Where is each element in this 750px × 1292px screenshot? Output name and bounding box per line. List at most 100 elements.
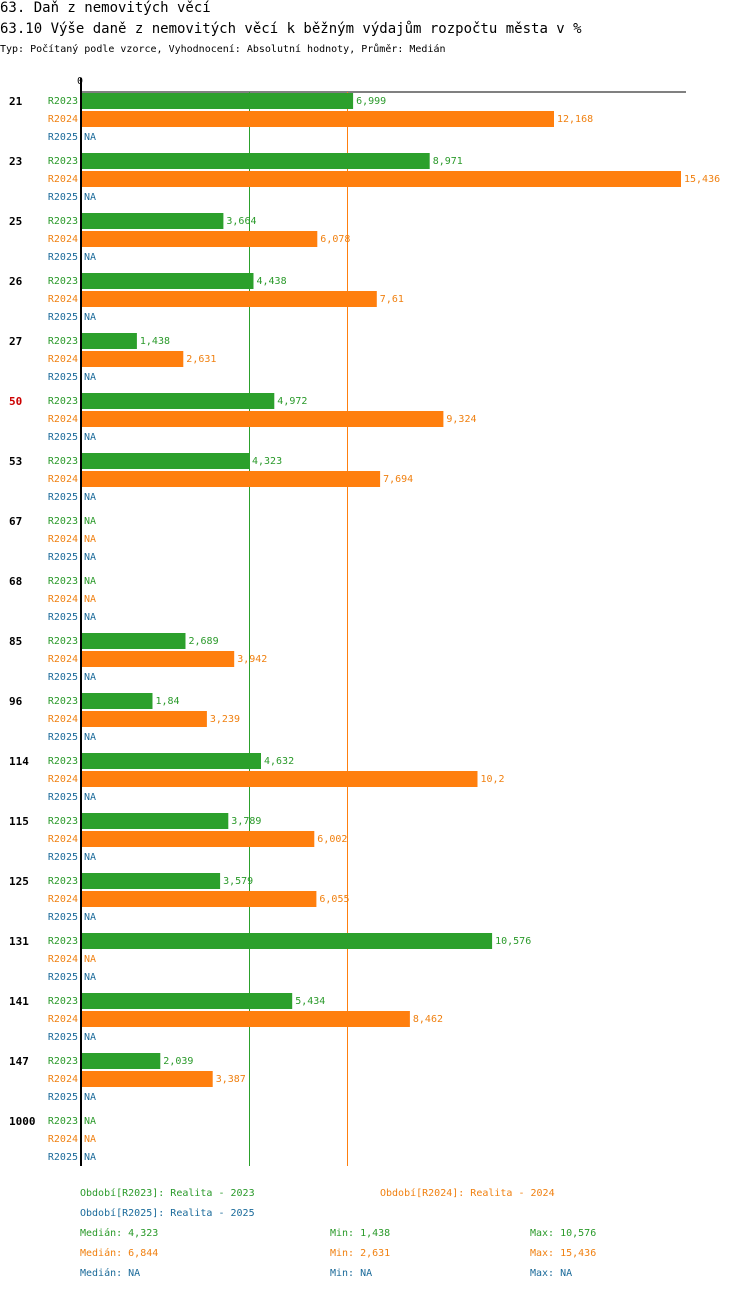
- bar-r2024: [81, 711, 207, 727]
- bar-r2023: [81, 153, 430, 169]
- data-label: 2,631: [186, 354, 216, 365]
- series-label: R2023: [48, 636, 78, 647]
- series-label: R2024: [48, 114, 78, 125]
- category-label: 21: [9, 95, 23, 108]
- data-label: 9,324: [446, 414, 476, 425]
- series-label: R2025: [48, 1032, 78, 1043]
- data-label: 8,462: [413, 1014, 443, 1025]
- data-label: 4,632: [264, 756, 294, 767]
- data-label: 6,999: [356, 96, 386, 107]
- data-label: NA: [84, 372, 96, 383]
- series-label: R2025: [48, 1092, 78, 1103]
- series-label: R2023: [48, 1056, 78, 1067]
- bar-r2024: [81, 351, 184, 367]
- data-label: 4,323: [252, 456, 282, 467]
- stat-max-r2025: Max: NA: [530, 1268, 573, 1279]
- bar-r2023: [81, 693, 153, 709]
- data-label: 1,438: [140, 336, 170, 347]
- legend-r2023: Období[R2023]: Realita - 2023: [80, 1188, 255, 1199]
- category-label: 68: [9, 575, 22, 588]
- bar-r2024: [81, 771, 478, 787]
- series-label: R2025: [48, 372, 78, 383]
- series-label: R2025: [48, 192, 78, 203]
- series-label: R2024: [48, 354, 78, 365]
- series-label: R2023: [48, 756, 78, 767]
- data-label: 12,168: [557, 114, 593, 125]
- data-label: 2,689: [189, 636, 219, 647]
- data-label: 7,694: [383, 474, 413, 485]
- category-label: 25: [9, 215, 22, 228]
- bar-r2024: [81, 171, 681, 187]
- data-label: NA: [84, 312, 96, 323]
- data-label: NA: [84, 534, 96, 545]
- series-label: R2025: [48, 972, 78, 983]
- series-label: R2025: [48, 492, 78, 503]
- category-label: 23: [9, 155, 22, 168]
- category-label: 114: [9, 755, 29, 768]
- series-label: R2023: [48, 396, 78, 407]
- series-label: R2025: [48, 432, 78, 443]
- data-label: NA: [84, 492, 96, 503]
- data-label: NA: [84, 1032, 96, 1043]
- series-label: R2024: [48, 894, 78, 905]
- bar-r2023: [81, 93, 354, 109]
- series-label: R2024: [48, 774, 78, 785]
- data-label: 8,971: [433, 156, 463, 167]
- bar-r2023: [81, 753, 261, 769]
- series-label: R2024: [48, 834, 78, 845]
- chart-type-line: Typ: Počítaný podle vzorce, Vyhodnocení:…: [0, 44, 446, 55]
- data-label: NA: [84, 732, 96, 743]
- series-label: R2023: [48, 516, 78, 527]
- data-label: NA: [84, 516, 96, 527]
- series-label: R2025: [48, 1152, 78, 1163]
- series-label: R2024: [48, 534, 78, 545]
- data-label: NA: [84, 912, 96, 923]
- data-label: NA: [84, 594, 96, 605]
- data-label: NA: [84, 132, 96, 143]
- series-label: R2024: [48, 1074, 78, 1085]
- category-label: 131: [9, 935, 29, 948]
- bar-r2024: [81, 1011, 410, 1027]
- series-label: R2023: [48, 576, 78, 587]
- bar-r2023: [81, 813, 229, 829]
- data-label: 10,2: [481, 774, 505, 785]
- data-label: NA: [84, 612, 96, 623]
- category-label: 53: [9, 455, 22, 468]
- series-label: R2024: [48, 1134, 78, 1145]
- stat-min-r2024: Min: 2,631: [330, 1248, 391, 1259]
- bar-r2024: [81, 411, 444, 427]
- bar-chart: 021R20236,999R202412,168R2025NA23R20238,…: [9, 76, 720, 1166]
- data-label: 1,84: [156, 696, 180, 707]
- data-label: 3,664: [226, 216, 256, 227]
- data-label: NA: [84, 1116, 96, 1127]
- data-label: NA: [84, 1092, 96, 1103]
- bar-r2024: [81, 891, 317, 907]
- bar-r2024: [81, 471, 381, 487]
- data-label: NA: [84, 792, 96, 803]
- legend-r2025: Období[R2025]: Realita - 2025: [80, 1208, 255, 1219]
- series-label: R2024: [48, 714, 78, 725]
- data-label: NA: [84, 252, 96, 263]
- stat-max-r2024: Max: 15,436: [530, 1248, 597, 1259]
- bar-r2023: [81, 873, 221, 889]
- series-label: R2023: [48, 336, 78, 347]
- data-label: 5,434: [295, 996, 325, 1007]
- data-label: 3,789: [231, 816, 261, 827]
- category-label: 141: [9, 995, 29, 1008]
- series-label: R2023: [48, 816, 78, 827]
- series-label: R2025: [48, 912, 78, 923]
- series-label: R2023: [48, 876, 78, 887]
- bar-r2024: [81, 291, 377, 307]
- stat-median-r2023: Medián: 4,323: [80, 1228, 159, 1239]
- bar-r2023: [81, 993, 293, 1009]
- data-label: 7,61: [380, 294, 404, 305]
- bar-r2023: [81, 453, 249, 469]
- series-label: R2023: [48, 216, 78, 227]
- data-label: 3,239: [210, 714, 240, 725]
- bar-r2023: [81, 273, 254, 289]
- category-label: 26: [9, 275, 23, 288]
- data-label: NA: [84, 852, 96, 863]
- data-label: 6,002: [317, 834, 347, 845]
- series-label: R2023: [48, 1116, 78, 1127]
- category-label: 115: [9, 815, 29, 828]
